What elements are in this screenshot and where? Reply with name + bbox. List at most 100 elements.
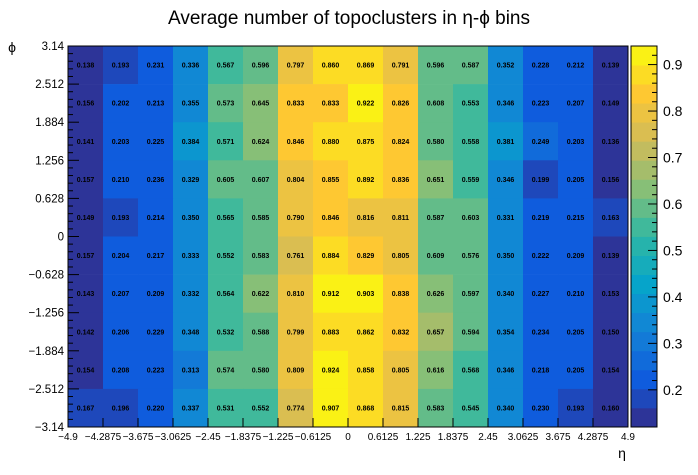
heatmap-cell xyxy=(103,122,139,161)
colorbar-band xyxy=(631,122,657,142)
heatmap-cell xyxy=(383,312,419,352)
colorbar-band xyxy=(631,293,657,314)
heatmap-cell xyxy=(453,84,489,123)
cell-value-label: 0.157 xyxy=(77,253,95,260)
cell-value-label: 0.810 xyxy=(287,291,305,298)
heatmap-cell xyxy=(558,388,594,428)
cell-value-label: 0.552 xyxy=(217,253,235,260)
heatmap-cell xyxy=(313,160,349,199)
cell-value-label: 0.193 xyxy=(112,63,130,70)
cell-value-label: 0.860 xyxy=(322,63,340,70)
heatmap-cell xyxy=(138,388,174,428)
heatmap-cell xyxy=(558,274,594,313)
colorbar-band xyxy=(631,236,657,256)
heatmap-cell xyxy=(68,388,104,428)
colorbar-band xyxy=(631,369,657,390)
y-tick-label: −3.14 xyxy=(35,422,65,434)
heatmap-cell xyxy=(383,236,419,275)
cell-value-label: 0.805 xyxy=(392,367,410,374)
cell-value-label: 0.862 xyxy=(357,329,375,336)
heatmap-cell xyxy=(278,198,314,237)
cell-value-label: 0.833 xyxy=(322,101,340,108)
x-axis-title: η xyxy=(618,445,626,461)
cell-value-label: 0.884 xyxy=(322,253,340,260)
heatmap-cell xyxy=(593,198,629,237)
cell-value-label: 0.142 xyxy=(77,329,95,336)
cell-value-label: 0.797 xyxy=(287,63,305,70)
heatmap-cell xyxy=(138,350,174,390)
cell-value-label: 0.868 xyxy=(357,405,375,412)
cell-value-label: 0.892 xyxy=(357,177,375,184)
cell-value-label: 0.143 xyxy=(77,291,95,298)
cell-value-label: 0.596 xyxy=(427,63,445,70)
heatmap-cell xyxy=(523,46,559,85)
heatmap-cell xyxy=(418,388,454,428)
heatmap-cell xyxy=(313,198,349,237)
x-tick-label: 0.6125 xyxy=(368,432,399,443)
cell-value-label: 0.596 xyxy=(252,63,270,70)
heatmap-cell xyxy=(383,274,419,313)
heatmap-cell xyxy=(313,84,349,123)
cell-value-label: 0.209 xyxy=(567,253,585,260)
cell-value-label: 0.229 xyxy=(147,329,165,336)
heatmap-cell xyxy=(138,312,174,352)
heatmap-cell xyxy=(348,84,384,123)
heatmap-cell xyxy=(593,350,629,390)
cell-value-label: 0.193 xyxy=(567,405,585,412)
heatmap-cell xyxy=(383,122,419,161)
colorbar-band xyxy=(631,217,657,237)
cell-value-label: 0.594 xyxy=(462,329,480,336)
cell-value-label: 0.626 xyxy=(427,291,445,298)
heatmap-cell xyxy=(243,198,279,237)
cell-value-label: 0.804 xyxy=(287,177,305,184)
y-tick-label: 1.256 xyxy=(35,155,64,167)
cell-value-label: 0.153 xyxy=(602,291,620,298)
cell-value-label: 0.205 xyxy=(567,367,585,374)
heatmap-cell xyxy=(593,46,629,85)
heatmap-cell xyxy=(488,312,524,352)
heatmap-cell xyxy=(278,236,314,275)
cell-value-label: 0.149 xyxy=(602,101,620,108)
heatmap-cell xyxy=(173,236,209,275)
heatmap-cell xyxy=(383,350,419,390)
cell-value-label: 0.384 xyxy=(182,139,200,146)
heatmap-cell xyxy=(488,160,524,199)
heatmap-cell xyxy=(313,236,349,275)
cell-value-label: 0.352 xyxy=(497,63,515,70)
heatmap-cell xyxy=(138,236,174,275)
heatmap-cell xyxy=(453,274,489,313)
cell-value-label: 0.163 xyxy=(602,215,620,222)
heatmap-cell xyxy=(243,350,279,390)
colorbar-band xyxy=(631,255,657,275)
cell-value-label: 0.587 xyxy=(427,215,445,222)
cell-value-label: 0.193 xyxy=(112,215,130,222)
cell-value-label: 0.313 xyxy=(182,367,200,374)
heatmap-cell xyxy=(523,350,559,390)
cell-value-label: 0.381 xyxy=(497,139,515,146)
cell-value-label: 0.150 xyxy=(602,329,620,336)
heatmap-cell xyxy=(68,122,104,161)
cell-value-label: 0.154 xyxy=(602,367,620,374)
cell-value-label: 0.205 xyxy=(567,177,585,184)
cell-value-label: 0.883 xyxy=(322,329,340,336)
heatmap-cell xyxy=(488,274,524,313)
heatmap-cell xyxy=(418,236,454,275)
y-tick-label: −1.884 xyxy=(29,346,65,358)
colorbar-tick-label: 0.2 xyxy=(663,382,683,398)
cell-value-label: 0.196 xyxy=(112,405,130,412)
cell-value-label: 0.346 xyxy=(497,177,515,184)
cell-value-label: 0.332 xyxy=(182,291,200,298)
cell-value-label: 0.824 xyxy=(392,139,410,146)
heatmap-cell xyxy=(103,312,139,352)
x-tick-label: −3.0625 xyxy=(155,432,192,443)
heatmap-cell xyxy=(593,122,629,161)
cell-value-label: 0.791 xyxy=(392,63,410,70)
cell-value-label: 0.212 xyxy=(567,63,585,70)
heatmap-cell xyxy=(173,274,209,313)
cell-value-label: 0.608 xyxy=(427,101,445,108)
cell-value-label: 0.139 xyxy=(602,253,620,260)
colorbar-tick-label: 0.6 xyxy=(663,196,683,212)
cell-value-label: 0.811 xyxy=(392,215,409,222)
heatmap-cell xyxy=(243,122,279,161)
cell-value-label: 0.576 xyxy=(462,253,480,260)
